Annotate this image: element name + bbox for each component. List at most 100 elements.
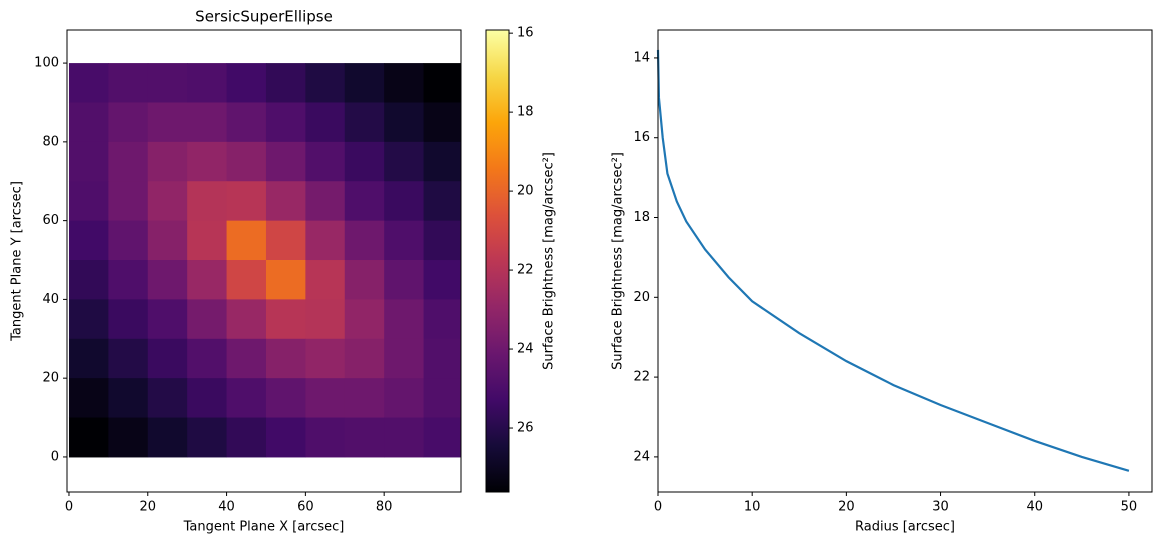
heatmap-cell [108, 378, 149, 419]
heatmap-cell [344, 220, 385, 261]
x-tick-label: 0 [65, 500, 73, 515]
x-axis-label: Tangent Plane X [arcsec] [183, 520, 345, 535]
heatmap-cell [305, 102, 346, 143]
heatmap-cell [108, 338, 149, 379]
heatmap-cell [187, 220, 228, 261]
x-tick-label: 40 [218, 500, 235, 515]
x-tick-label: 20 [139, 500, 156, 515]
heatmap-cell [147, 378, 188, 419]
heatmap-cell [147, 417, 188, 458]
heatmap-cell [423, 181, 461, 222]
y-tick-label: 60 [42, 213, 59, 228]
heatmap-cell [305, 181, 346, 222]
heatmap-cell [305, 378, 346, 419]
heatmap-cell [265, 102, 306, 143]
heatmap-cell [384, 102, 425, 143]
heatmap-cell [265, 299, 306, 340]
heatmap-cell [423, 141, 461, 182]
heatmap-cell [108, 299, 149, 340]
x-tick-label: 20 [838, 500, 855, 515]
heatmap-cell [423, 417, 461, 458]
heatmap-cell [68, 260, 109, 300]
colorbar-tick-label: 24 [517, 342, 534, 357]
heatmap-cell [384, 220, 425, 261]
heatmap-cell [68, 141, 109, 182]
heatmap-cell [108, 181, 149, 222]
heatmap-cell [305, 299, 346, 340]
heatmap-cell [344, 417, 385, 458]
heatmap-cell [226, 102, 267, 143]
heatmap-cell [305, 338, 346, 379]
heatmap-cell [423, 299, 461, 340]
heatmap-cell [384, 141, 425, 182]
heatmap-cell [344, 63, 385, 103]
heatmap-cell [344, 181, 385, 222]
x-tick-label: 60 [297, 500, 314, 515]
heatmap-cell [265, 220, 306, 261]
y-tick-label: 100 [34, 56, 59, 71]
colorbar-label: Surface Brightness [mag/arcsec²] [542, 152, 557, 370]
heatmap-cell [187, 338, 228, 379]
heatmap-cell [384, 181, 425, 222]
heatmap-cell [305, 63, 346, 103]
heatmap-cell [344, 299, 385, 340]
heatmap-cell [226, 181, 267, 222]
heatmap-cell [265, 63, 306, 103]
axes-frame [66, 29, 462, 493]
colorbar-tick-label: 16 [517, 26, 534, 41]
heatmap-cell [226, 141, 267, 182]
heatmap-cell [305, 260, 346, 300]
heatmap-cell [265, 260, 306, 300]
heatmap-cell [68, 220, 109, 261]
heatmap-cell [68, 299, 109, 340]
y-tick-label: 22 [633, 370, 650, 385]
y-axis-label: Tangent Plane Y [arcsec] [10, 181, 25, 342]
heatmap-cell [226, 299, 267, 340]
heatmap-cell [147, 63, 188, 103]
heatmap-cell [226, 338, 267, 379]
colorbar-frame [485, 29, 510, 493]
heatmap-cell [108, 102, 149, 143]
colorbar-tick-label: 20 [517, 184, 534, 199]
axes-frame [657, 29, 1153, 493]
heatmap-cell [226, 378, 267, 419]
heatmap-cell [68, 102, 109, 143]
y-tick-label: 18 [633, 210, 650, 225]
heatmap-cell [108, 260, 149, 300]
heatmap-cell [265, 338, 306, 379]
x-tick-label: 40 [1026, 500, 1043, 515]
heatmap-cell [423, 260, 461, 300]
heatmap-cell [68, 417, 109, 458]
heatmap-cell [344, 260, 385, 300]
heatmap-cell [423, 378, 461, 419]
chart-title: SersicSuperEllipse [195, 8, 333, 26]
heatmap-cell [187, 102, 228, 143]
colorbar-tick-label: 26 [517, 421, 534, 436]
y-tick-label: 24 [633, 449, 650, 464]
heatmap-cell [187, 378, 228, 419]
x-tick-label: 0 [654, 500, 662, 515]
heatmap-cell [108, 417, 149, 458]
line [656, 49, 1130, 472]
heatmap-cell [187, 181, 228, 222]
heatmap-cell [226, 260, 267, 300]
heatmap-cell [68, 378, 109, 419]
heatmap-cell [68, 63, 109, 103]
heatmap-cell [187, 299, 228, 340]
heatmap-cell [265, 378, 306, 419]
x-axis-label: Radius [arcsec] [855, 520, 955, 535]
heatmap-cell [384, 378, 425, 419]
heatmap-cell [226, 220, 267, 261]
heatmap-cell [384, 338, 425, 379]
heatmap-cell [147, 260, 188, 300]
colorbar-tick-label: 22 [517, 263, 534, 278]
x-tick-label: 10 [744, 500, 761, 515]
colorbar-tick-label: 18 [517, 105, 534, 120]
heatmap-cell [108, 63, 149, 103]
heatmap-cell [265, 141, 306, 182]
heatmap-cell [187, 260, 228, 300]
heatmap-cell [384, 260, 425, 300]
heatmap-cell [147, 181, 188, 222]
heatmap-cell [384, 63, 425, 103]
